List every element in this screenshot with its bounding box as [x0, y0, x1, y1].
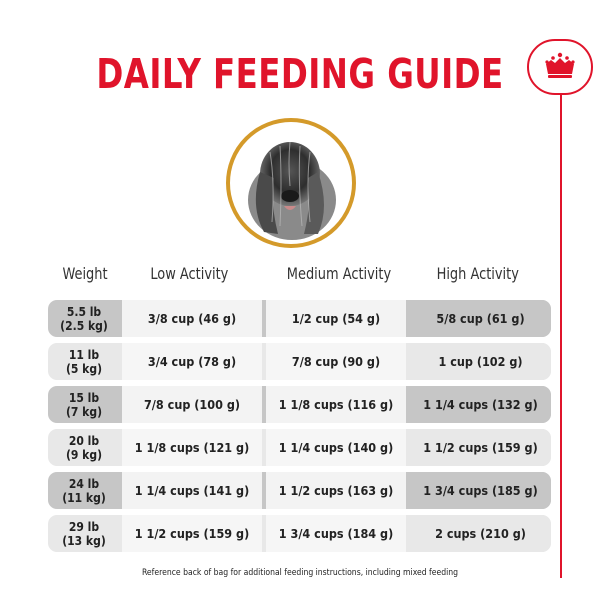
page-title: DAILY FEEDING GUIDE: [96, 50, 504, 98]
weight-lb: 20 lb: [68, 433, 100, 448]
column-header-high-activity: High Activity: [436, 264, 519, 283]
high-activity-cell: 1 cup (102 g): [410, 343, 551, 380]
weight-kg: (13 kg): [62, 533, 106, 548]
weight-cell: 11 lb (5 kg): [48, 343, 120, 380]
table-header: Weight Low Activity Medium Activity High…: [0, 264, 600, 290]
low-activity-cell: 1 1/8 cups (121 g): [122, 429, 262, 466]
weight-lb: 5.5 lb: [66, 304, 102, 319]
high-activity-cell: 1 1/2 cups (159 g): [410, 429, 551, 466]
medium-activity-cell: 1 1/8 cups (116 g): [266, 386, 406, 423]
weight-cell: 20 lb (9 kg): [48, 429, 120, 466]
brand-emblem: [527, 39, 593, 95]
weight-lb: 11 lb: [68, 347, 100, 362]
weight-lb: 24 lb: [68, 476, 100, 491]
low-activity-cell: 7/8 cup (100 g): [122, 386, 262, 423]
column-header-low-activity: Low Activity: [150, 264, 229, 283]
medium-activity-cell: 1 1/2 cups (163 g): [266, 472, 406, 509]
red-vertical-rule: [560, 94, 562, 578]
weight-kg: (2.5 kg): [60, 318, 108, 333]
table-row: 24 lb (11 kg) 1 1/4 cups (141 g) 1 1/2 cu…: [48, 472, 551, 509]
high-activity-cell: 5/8 cup (61 g): [410, 300, 551, 337]
weight-cell: 5.5 lb (2.5 kg): [48, 300, 120, 337]
low-activity-cell: 3/4 cup (78 g): [122, 343, 262, 380]
high-activity-cell: 1 3/4 cups (185 g): [410, 472, 551, 509]
medium-activity-cell: 7/8 cup (90 g): [266, 343, 406, 380]
table-row: 5.5 lb (2.5 kg) 3/8 cup (46 g) 1/2 cup (5…: [48, 300, 551, 337]
dog-illustration: [248, 141, 336, 240]
column-header-weight: Weight: [62, 264, 108, 283]
table-row: 29 lb (13 kg) 1 1/2 cups (159 g) 1 3/4 cu…: [48, 515, 551, 552]
table-row: 20 lb (9 kg) 1 1/8 cups (121 g) 1 1/4 cup…: [48, 429, 551, 466]
weight-cell: 29 lb (13 kg): [48, 515, 120, 552]
medium-activity-cell: 1 3/4 cups (184 g): [266, 515, 406, 552]
weight-cell: 24 lb (11 kg): [48, 472, 120, 509]
high-activity-cell: 1 1/4 cups (132 g): [410, 386, 551, 423]
low-activity-cell: 1 1/2 cups (159 g): [122, 515, 262, 552]
high-activity-cell: 2 cups (210 g): [410, 515, 551, 552]
low-activity-cell: 3/8 cup (46 g): [122, 300, 262, 337]
weight-cell: 15 lb (7 kg): [48, 386, 120, 423]
weight-kg: (5 kg): [65, 361, 103, 376]
weight-lb: 15 lb: [68, 390, 100, 405]
dog-photo: [226, 118, 356, 248]
table-row: 15 lb (7 kg) 7/8 cup (100 g) 1 1/8 cups (…: [48, 386, 551, 423]
medium-activity-cell: 1 1/4 cups (140 g): [266, 429, 406, 466]
weight-kg: (11 kg): [62, 490, 106, 505]
weight-kg: (7 kg): [65, 404, 103, 419]
table-row: 11 lb (5 kg) 3/4 cup (78 g) 7/8 cup (90 g…: [48, 343, 551, 380]
low-activity-cell: 1 1/4 cups (141 g): [122, 472, 262, 509]
crown-icon: [545, 52, 575, 78]
feeding-table: 5.5 lb (2.5 kg) 3/8 cup (46 g) 1/2 cup (5…: [48, 300, 551, 558]
column-header-medium-activity: Medium Activity: [286, 264, 392, 283]
weight-kg: (9 kg): [65, 447, 103, 462]
medium-activity-cell: 1/2 cup (54 g): [266, 300, 406, 337]
footnote: Reference back of bag for additional fee…: [141, 568, 459, 578]
weight-lb: 29 lb: [68, 519, 100, 534]
